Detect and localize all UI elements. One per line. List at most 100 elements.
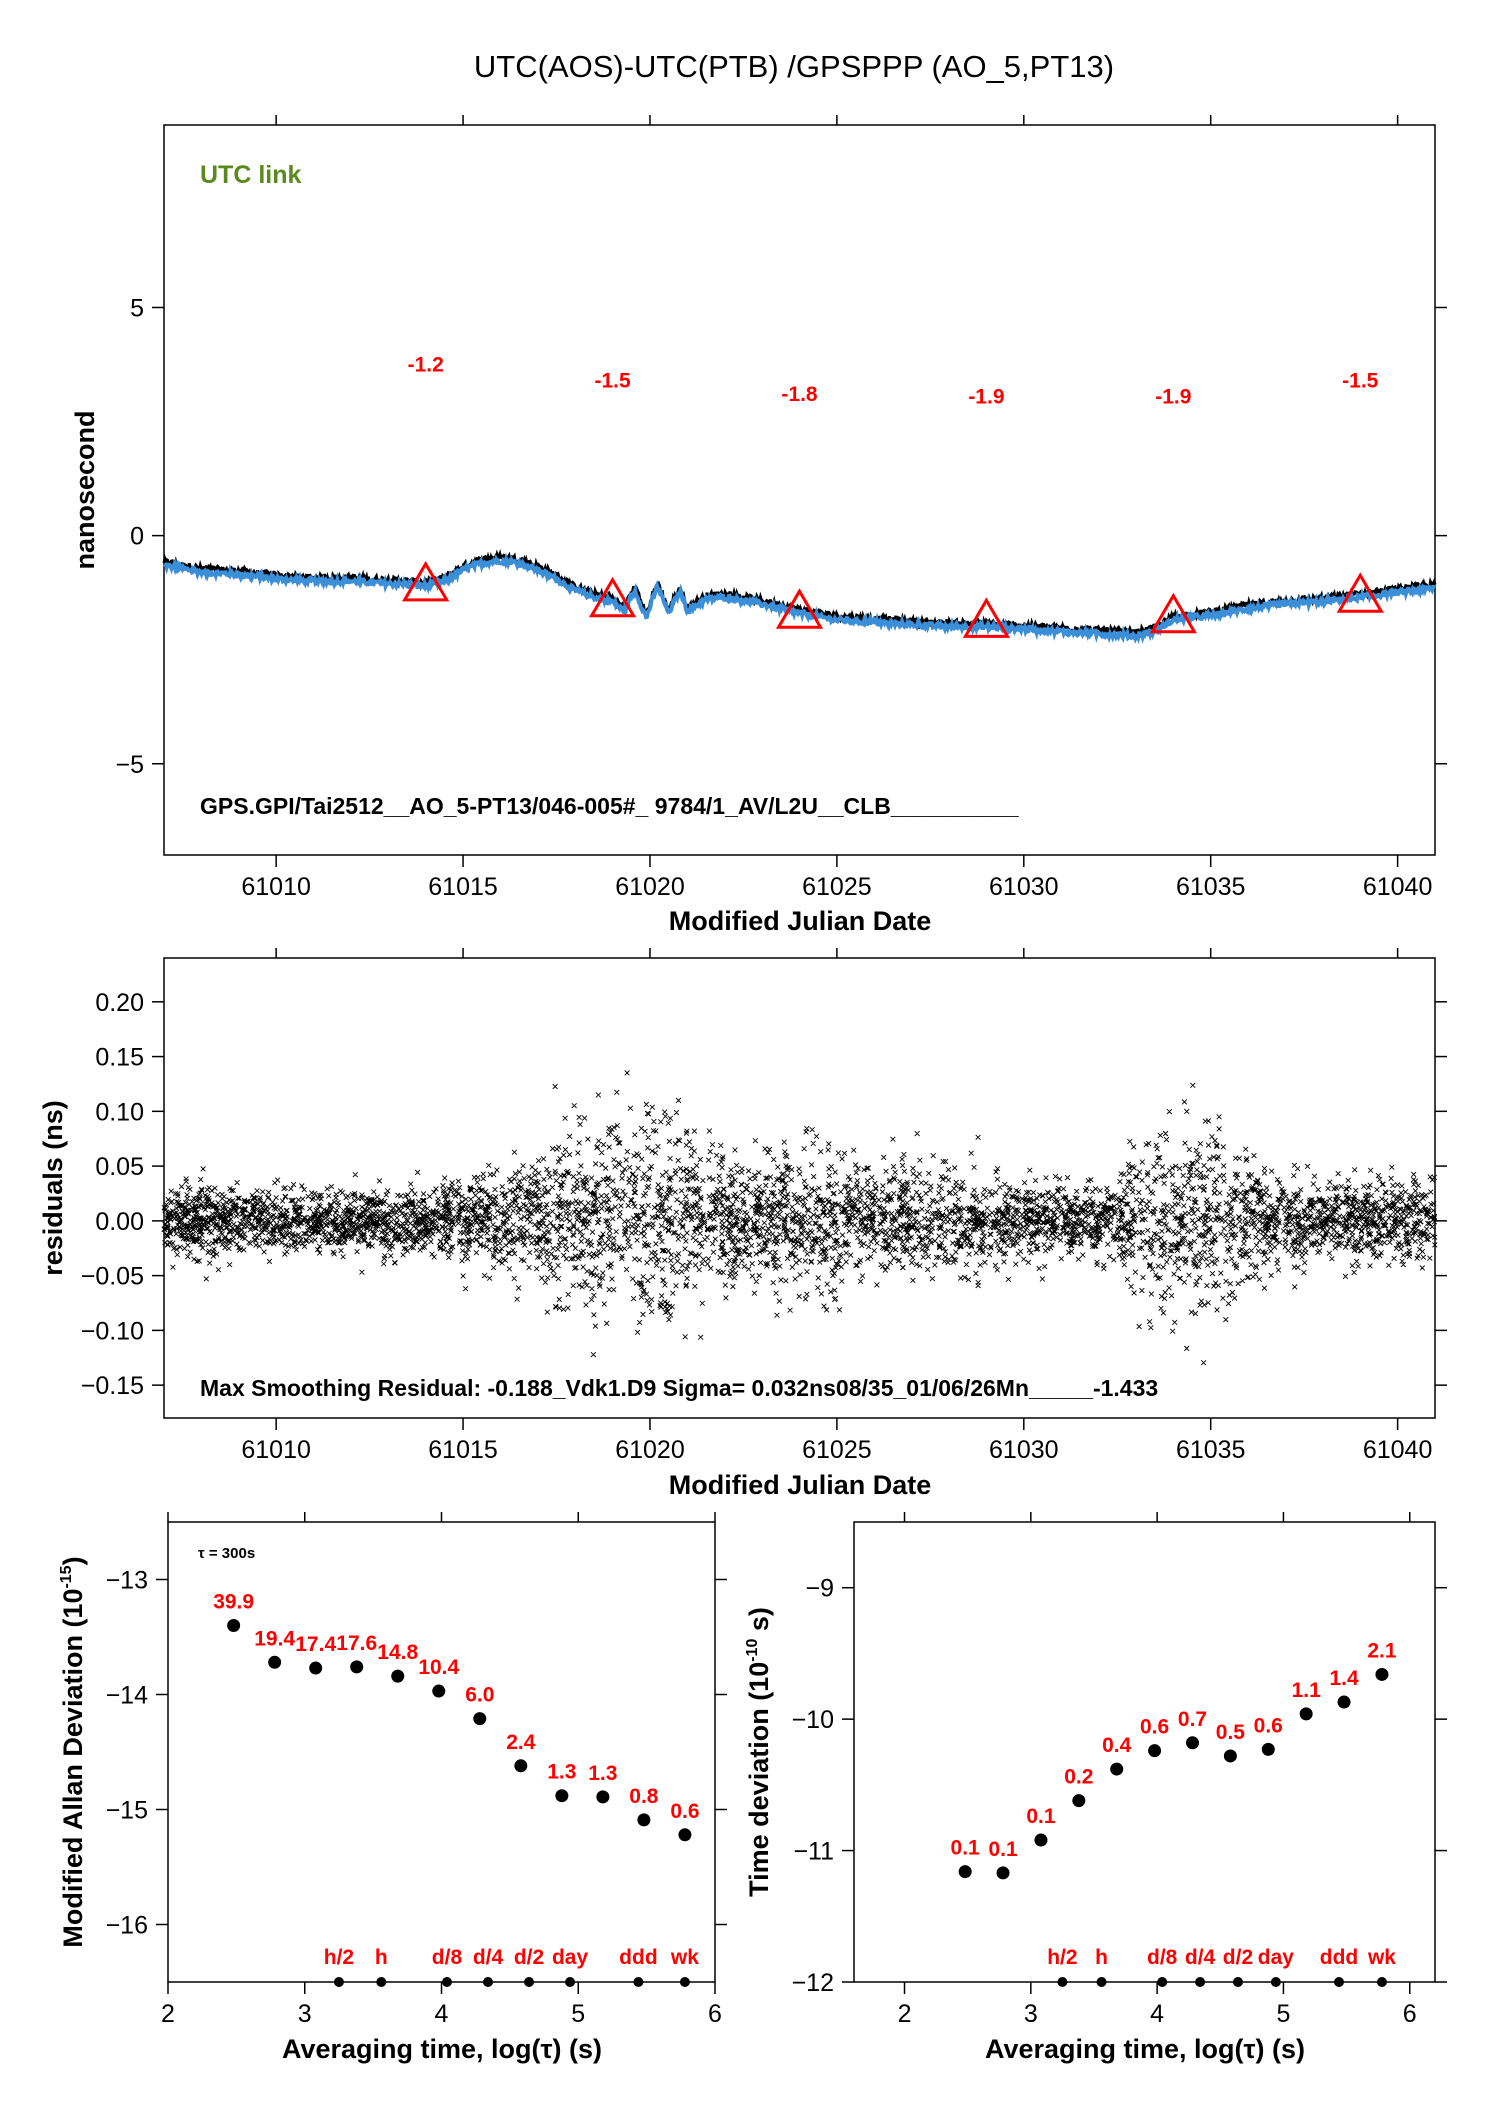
tdev-interval-label: d/8: [1147, 1946, 1178, 1969]
tdev-interval-point: [1376, 1977, 1387, 1987]
mdev-interval-point: [565, 1977, 576, 1987]
mdev-point: [637, 1813, 651, 1827]
tdev-point-label: 0.1: [988, 1838, 1018, 1861]
tdev-chart-frame: [853, 1521, 1436, 1983]
top-marker-triangle: [402, 560, 450, 602]
mdev-point-label: 1.3: [547, 1761, 576, 1784]
top-chart-file-label: GPS.GPI/Tai2512__AO_5-PT13/046-005#_ 978…: [200, 793, 1019, 819]
x-tick-label: 6: [708, 2000, 722, 2028]
tdev-point: [1185, 1736, 1199, 1750]
mdev-chart: 2 3 4 5 6 −16 −15 −14 −13 39.919.4 17.4 17.6 14.810…: [58, 1512, 727, 2064]
mdev-chart-xlabel: Averaging time, log(τ) (s): [282, 2034, 602, 2064]
y-tick-label: −13: [106, 1567, 148, 1595]
top-chart-markers: -1.2 -1.5 -1.8 -1.9 -1.9 -1.5: [402, 353, 1384, 638]
residual-chart-ylabel: residuals (ns): [38, 1100, 68, 1276]
y-tick-label: 0.10: [95, 1098, 144, 1126]
y-tick-label: −16: [106, 1912, 148, 1940]
mdev-interval-label: day: [552, 1946, 589, 1969]
top-marker-label: -1.9: [1155, 385, 1191, 408]
tdev-point-label: 1.1: [1292, 1679, 1322, 1702]
mdev-point: [596, 1790, 610, 1804]
top-marker-triangle: [1336, 572, 1384, 613]
tdev-point-label: 0.2: [1064, 1766, 1093, 1789]
y-tick-label: −11: [793, 1838, 834, 1866]
mdev-point-label: 2.4: [506, 1731, 536, 1754]
mdev-point: [432, 1684, 446, 1698]
x-tick-label: 5: [1276, 2000, 1290, 2028]
tdev-point-label: 0.1: [1026, 1805, 1056, 1828]
mdev-ylabel-main: Modified Allan Deviation (10: [58, 1589, 88, 1948]
mdev-point: [473, 1712, 487, 1726]
y-tick-label: 0.05: [95, 1153, 144, 1181]
mdev-point-label: 0.6: [670, 1800, 699, 1823]
tdev-chart-ticks: 2 3 4 5 6 −12 −11 −10 −9: [792, 1512, 1447, 2028]
tdev-interval-point: [1057, 1977, 1068, 1987]
x-tick-label: 61040: [1363, 1436, 1433, 1464]
top-marker-label: -1.9: [968, 385, 1004, 408]
mdev-point-label: 14.8: [377, 1641, 418, 1664]
tdev-point-label: 0.4: [1102, 1734, 1132, 1757]
residual-points: [161, 1070, 1438, 1366]
x-tick-label: 61040: [1363, 873, 1433, 901]
y-tick-label: 0: [130, 523, 144, 551]
mdev-interval-label: h/2: [324, 1946, 354, 1969]
mdev-interval-point: [333, 1977, 344, 1987]
tdev-interval-point: [1195, 1977, 1206, 1987]
tdev-point-label: 0.5: [1216, 1721, 1246, 1744]
mdev-point: [350, 1660, 364, 1674]
x-tick-label: 2: [161, 2000, 175, 2028]
top-chart-ticks: 61010 61015 61020 61025 61030 61035 61040 −5 0 5: [115, 115, 1447, 901]
top-marker-label: -1.5: [1342, 369, 1379, 392]
mdev-point: [678, 1828, 692, 1842]
tdev-point: [1223, 1749, 1237, 1763]
tdev-ylabel-end: s): [744, 1607, 774, 1639]
y-tick-label: −5: [115, 751, 144, 779]
figure-title: UTC(AOS)-UTC(PTB) /GPSPPP (AO_5,PT13): [474, 49, 1114, 84]
tdev-point: [1337, 1695, 1351, 1709]
y-tick-label: −14: [106, 1682, 149, 1710]
residual-chart-points: [161, 1070, 1438, 1366]
tdev-point: [1148, 1744, 1162, 1758]
mdev-interval-label: d/4: [473, 1946, 504, 1969]
tdev-interval-label: h: [1095, 1946, 1108, 1969]
mdev-interval-label: d/8: [432, 1946, 463, 1969]
mdev-chart-points: 39.919.4 17.4 17.6 14.810.4 6.0 2.4 1.3 1.3 0.8 0…: [213, 1591, 700, 1987]
tdev-point: [1110, 1762, 1124, 1776]
tdev-point: [1375, 1667, 1389, 1681]
tdev-point: [1072, 1794, 1086, 1808]
tdev-point-label: 1.4: [1329, 1667, 1359, 1690]
x-tick-label: 61025: [802, 1436, 872, 1464]
x-tick-label: 61010: [241, 873, 311, 901]
mdev-tau-label: τ = 300s: [198, 1545, 255, 1562]
mdev-interval-point: [482, 1977, 493, 1987]
tdev-point-label: 2.1: [1367, 1639, 1397, 1662]
tdev-chart-xlabel: Averaging time, log(τ) (s): [985, 2034, 1305, 2064]
top-chart-frame: [163, 124, 1436, 856]
tdev-interval-point: [1334, 1977, 1345, 1987]
tdev-point-label: 0.6: [1254, 1714, 1283, 1737]
residual-chart-xlabel: Modified Julian Date: [669, 1470, 932, 1500]
mdev-point-label: 6.0: [465, 1684, 494, 1707]
tdev-interval-point: [1232, 1977, 1243, 1987]
mdev-point-label: 10.4: [418, 1656, 459, 1679]
mdev-ylabel-end: ): [58, 1556, 88, 1565]
top-series-shadow: [162, 549, 1437, 641]
top-chart-curve: [162, 549, 1437, 645]
mdev-chart-ticks: 2 3 4 5 6 −16 −15 −14 −13: [106, 1512, 727, 2028]
residual-chart-frame: [163, 957, 1436, 1419]
tdev-point: [1299, 1707, 1313, 1721]
mdev-point: [309, 1661, 323, 1675]
tdev-point: [1034, 1833, 1048, 1847]
y-tick-label: 5: [130, 295, 144, 323]
residual-chart: 61010 61015 61020 61025 61030 61035 61040 −0.15…: [38, 948, 1447, 1500]
top-chart-xlabel: Modified Julian Date: [669, 906, 932, 936]
mdev-point: [514, 1759, 528, 1773]
mdev-interval-point: [679, 1977, 690, 1987]
mdev-point-label: 17.6: [336, 1632, 377, 1655]
top-marker-label: -1.8: [781, 383, 818, 406]
x-tick-label: 61030: [989, 1436, 1059, 1464]
tdev-ylabel-main: Time deviation (10: [744, 1662, 774, 1897]
y-tick-label: 0.20: [95, 989, 144, 1017]
y-tick-label: −15: [106, 1797, 148, 1825]
tdev-interval-point: [1096, 1977, 1107, 1987]
